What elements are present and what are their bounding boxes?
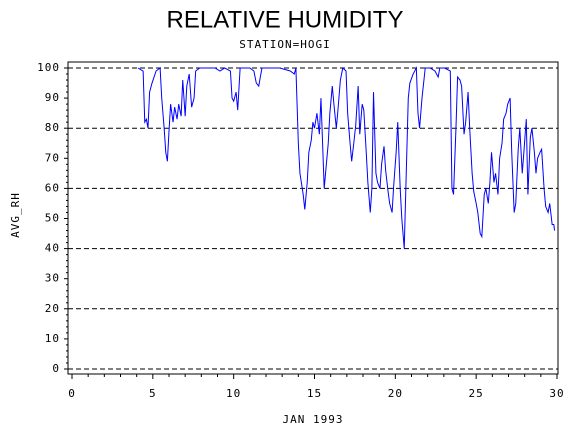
y-tick-label: 20 <box>45 302 60 315</box>
x-tick-label: 25 <box>469 387 484 400</box>
y-tick-label: 80 <box>45 121 60 134</box>
x-tick-label: 30 <box>549 387 564 400</box>
y-tick-label: 40 <box>45 242 60 255</box>
x-axis-label: JAN 1993 <box>283 413 344 426</box>
y-axis-label: AVG_RH <box>9 192 22 238</box>
y-tick-label: 30 <box>45 272 60 285</box>
y-tick-label: 100 <box>37 61 60 74</box>
y-tick-label: 10 <box>45 332 60 345</box>
plot-frame <box>67 61 559 375</box>
data-line <box>137 66 556 249</box>
y-tick-label: 0 <box>52 362 60 375</box>
y-tick-label: 50 <box>45 212 60 225</box>
x-tick-label: 20 <box>388 387 403 400</box>
x-tick-label: 5 <box>149 387 157 400</box>
x-tick-label: 10 <box>226 387 241 400</box>
x-tick-label: 0 <box>68 387 76 400</box>
y-tick-label: 90 <box>45 91 60 104</box>
chart-title: RELATIVE HUMIDITY <box>167 6 404 33</box>
x-tick-label: 15 <box>307 387 322 400</box>
chart-subtitle: STATION=HOGI <box>239 38 330 51</box>
y-tick-label: 60 <box>45 181 60 194</box>
y-tick-label: 70 <box>45 151 60 164</box>
